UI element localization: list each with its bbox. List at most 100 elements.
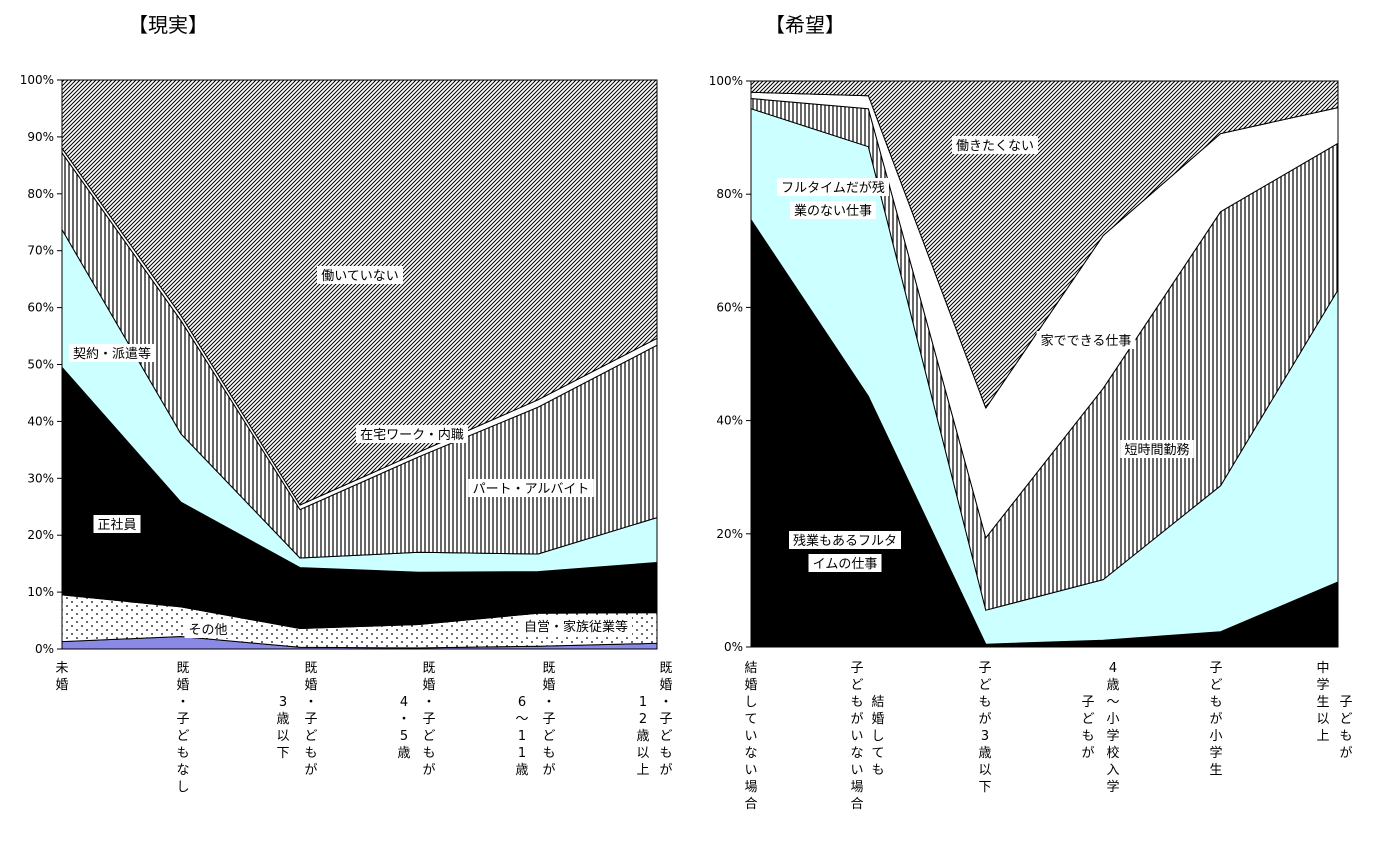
plot-areas — [61, 79, 658, 650]
y-tick-label: 70% — [27, 244, 54, 258]
x-category-char: ど — [978, 678, 991, 693]
x-category-char: 婚 — [422, 678, 435, 693]
x-category-char: し — [176, 780, 189, 795]
x-category-char: な — [176, 763, 189, 778]
x-category-char: 1 — [518, 729, 526, 744]
x-category-char: 歳 — [1106, 678, 1119, 693]
y-tick-label: 60% — [716, 300, 743, 314]
chart-wish: 【希望】 0%20%40%60%80%100% 結婚していない場合子どもがいない… — [709, 13, 1353, 812]
series-label-box — [789, 531, 901, 549]
x-category-char: し — [744, 695, 757, 710]
chart-reality: 【現実】 0% 10% 20% 30% 40% 50% 60% 70% 80% 90% 100% 未… — [20, 13, 673, 795]
x-category-char: ど — [1081, 712, 1094, 727]
series-label: 業のない仕事 — [794, 203, 872, 219]
y-axis-ticks: 0% 20% 40% 60% 80% 100% — [709, 74, 751, 654]
x-category-char: が — [978, 712, 991, 727]
series-label-box — [93, 515, 141, 533]
x-category-char: ど — [850, 678, 863, 693]
x-category-char: ど — [1339, 712, 1352, 727]
series-label-box — [468, 479, 594, 497]
x-category-char: が — [304, 763, 317, 778]
x-category-char: 6 — [518, 695, 526, 710]
x-category-char: 子 — [176, 712, 189, 727]
x-category-char: 婚 — [304, 678, 317, 693]
series-label-box — [1120, 440, 1194, 458]
series-label: 家でできる仕事 — [1041, 333, 1132, 349]
x-category-char: 学 — [1106, 779, 1119, 795]
x-category-char: ・ — [304, 695, 317, 710]
x-category-char: 校 — [1106, 745, 1119, 761]
x-category-char: 結 — [871, 695, 884, 710]
x-category-char: 以 — [276, 729, 289, 744]
x-category-char: ど — [176, 729, 189, 744]
series-label-box — [520, 617, 632, 635]
x-category-char: 学 — [1106, 728, 1119, 744]
x-category-char: も — [1339, 729, 1352, 744]
x-category-char: な — [850, 746, 863, 761]
x-category-char: 子 — [1209, 661, 1222, 676]
chart-title: 【現実】 — [128, 13, 208, 37]
x-category-char: ・ — [659, 695, 672, 710]
x-category-char: 歳 — [515, 763, 528, 778]
x-category-char: 結 — [744, 661, 757, 676]
y-tick-label: 0% — [724, 640, 743, 654]
y-tick-label: 100% — [20, 73, 54, 87]
series-label: イムの仕事 — [813, 557, 878, 572]
series-label-box — [1036, 331, 1136, 349]
x-category-char: 小 — [1106, 712, 1119, 727]
x-category-char: ・ — [176, 695, 189, 710]
x-category-char: 既 — [304, 661, 317, 676]
x-category-char: 子 — [542, 712, 555, 727]
x-category-char: 以 — [978, 763, 991, 778]
y-tick-label: 90% — [27, 130, 54, 144]
series-label-box — [184, 620, 232, 638]
x-category-char: 3 — [279, 695, 287, 710]
x-category-char: い — [850, 729, 863, 744]
x-category-char: 上 — [636, 763, 649, 778]
series-label: パート・アルバイト — [473, 482, 590, 497]
x-category-char: 既 — [176, 661, 189, 676]
x-category-char: も — [542, 746, 555, 761]
x-category-char: が — [542, 763, 555, 778]
x-category-char: ～ — [515, 712, 528, 727]
series-label: 働いていない — [321, 269, 399, 284]
x-category-char: 婚 — [659, 678, 672, 693]
x-category-char: ど — [542, 729, 555, 744]
x-category-char: が — [1339, 746, 1352, 761]
series-label: フルタイムだが残 — [781, 181, 885, 196]
y-tick-label: 40% — [716, 414, 743, 428]
x-category-char: 入 — [1106, 763, 1119, 778]
x-category-char: 既 — [422, 661, 435, 676]
series-label: 働きたくない — [956, 139, 1034, 154]
y-tick-label: 80% — [27, 187, 54, 201]
x-category-char: 子 — [978, 661, 991, 676]
x-category-char: 歳 — [978, 746, 991, 761]
x-category-char: ど — [422, 729, 435, 744]
x-category-char: も — [422, 746, 435, 761]
x-category-char: が — [850, 712, 863, 727]
x-category-char: 婚 — [542, 678, 555, 693]
y-tick-label: 20% — [27, 528, 54, 542]
y-tick-label: 80% — [716, 187, 743, 201]
x-category-char: 子 — [422, 712, 435, 727]
x-category-char: が — [659, 763, 672, 778]
series-label-box — [777, 178, 889, 196]
y-axis-ticks: 0% 10% 20% 30% 40% 50% 60% 70% 80% 90% 100% — [20, 73, 62, 656]
x-category-char: い — [850, 763, 863, 778]
x-axis-labels: 未婚既婚・子どもなし既婚・子どもが3歳以下既婚・子どもが4・5歳既婚・子どもが6… — [55, 661, 672, 795]
x-category-char: が — [422, 763, 435, 778]
x-category-char: 子 — [1339, 695, 1352, 710]
x-category-char: 1 — [518, 746, 526, 761]
x-category-char: 子 — [1081, 695, 1094, 710]
x-category-char: 以 — [636, 746, 649, 761]
x-category-char: 2 — [639, 712, 647, 727]
y-tick-label: 20% — [716, 527, 743, 541]
series-label-box — [808, 554, 882, 572]
